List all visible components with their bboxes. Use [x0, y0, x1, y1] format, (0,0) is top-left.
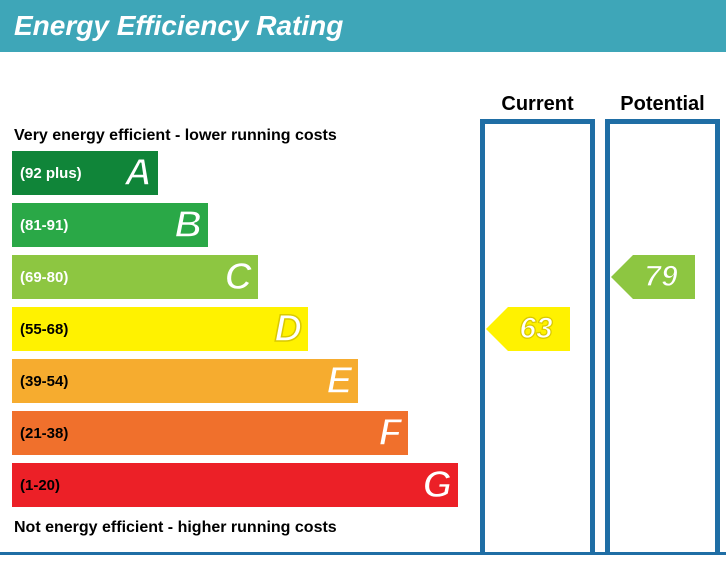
band-letter-b: B [175, 204, 202, 247]
band-e: (39-54) E [12, 359, 358, 403]
band-range-d: (55-68) [20, 321, 68, 338]
rating-value-potential: 79 [633, 255, 695, 299]
chart-title: Energy Efficiency Rating [14, 10, 343, 41]
band-range-c: (69-80) [20, 269, 68, 286]
band-range-g: (1-20) [20, 477, 60, 494]
band-a: (92 plus) A [12, 151, 158, 195]
header-potential: Potential [605, 93, 720, 116]
band-letter-g: G [422, 464, 452, 507]
band-range-f: (21-38) [20, 425, 68, 442]
band-range-b: (81-91) [20, 217, 68, 234]
header-current: Current [480, 93, 595, 116]
band-letter-d: D [275, 308, 302, 351]
rating-arrow-potential: 79 [611, 255, 695, 299]
caption-efficient: Very energy efficient - lower running co… [14, 127, 337, 145]
band-g: (1-20) G [12, 463, 458, 507]
band-letter-a: A [125, 152, 152, 195]
band-b: (81-91) B [12, 203, 208, 247]
arrow-point-icon [611, 255, 633, 299]
band-d: (55-68) D [12, 307, 308, 351]
caption-inefficient: Not energy efficient - higher running co… [14, 519, 337, 537]
band-range-a: (92 plus) [20, 165, 82, 182]
column-headers: Current Potential [480, 93, 720, 116]
band-letter-f: F [379, 412, 402, 455]
band-f: (21-38) F [12, 411, 408, 455]
band-letter-c: C [225, 256, 252, 299]
column-potential [605, 119, 720, 552]
arrow-point-icon [486, 307, 508, 351]
rating-arrow-current: 63 [486, 307, 570, 351]
band-range-e: (39-54) [20, 373, 68, 390]
band-letter-e: E [327, 360, 352, 403]
title-bar: Energy Efficiency Rating [0, 0, 726, 55]
chart-area: Current Potential Very energy efficient … [0, 55, 726, 555]
rating-value-current: 63 [508, 307, 570, 351]
rating-bars: (92 plus) A (81-91) B (69-80) C (55-68) D (39-54… [12, 151, 458, 515]
band-c: (69-80) C [12, 255, 258, 299]
